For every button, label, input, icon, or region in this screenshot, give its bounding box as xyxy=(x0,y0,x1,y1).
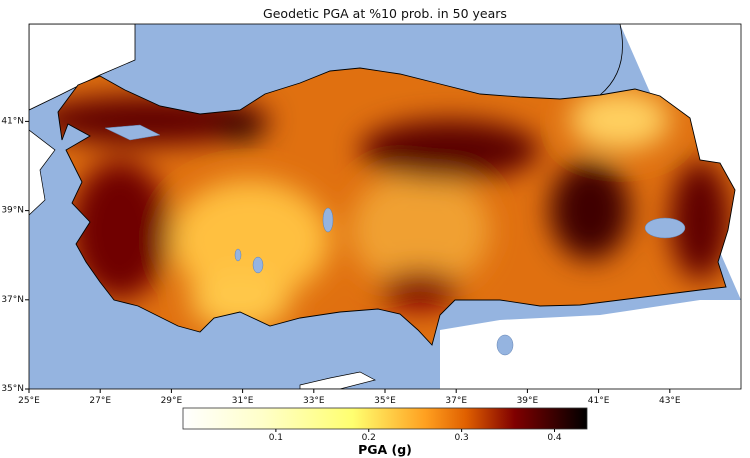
map-title: Geodetic PGA at %10 prob. in 50 years xyxy=(263,6,507,21)
land-greece xyxy=(29,129,56,216)
lake-van xyxy=(644,217,686,239)
longitude-tick-label: 27°E xyxy=(89,396,111,406)
longitude-tick-label: 41°E xyxy=(588,396,610,406)
longitude-tick-label: 29°E xyxy=(161,396,183,406)
colorbar-tick-label: 0.2 xyxy=(362,433,376,443)
lakes xyxy=(104,124,686,356)
sea-of-marmara xyxy=(104,124,161,141)
longitude-tick-label: 39°E xyxy=(517,396,539,406)
longitude-ticks: 25°E 27°E 29°E 31°E 33°E 35°E 37°E 39°E 41°E 43°E xyxy=(18,389,681,406)
colorbar-tick-label: 0.1 xyxy=(269,433,283,443)
longitude-tick-label: 25°E xyxy=(18,396,40,406)
lake-tuz xyxy=(322,207,334,233)
colorbar-tick-label: 0.4 xyxy=(547,433,562,443)
cyprus xyxy=(299,371,376,389)
longitude-tick-label: 43°E xyxy=(659,396,681,406)
longitude-tick-label: 35°E xyxy=(374,396,396,406)
latitude-ticks: 35°N 37°N 39°N 41°N xyxy=(1,116,29,394)
colorbar-tick-label: 0.3 xyxy=(454,433,468,443)
latitude-tick-label: 37°N xyxy=(1,295,24,305)
longitude-tick-label: 33°E xyxy=(303,396,325,406)
colorbar-ticks: 0.1 0.2 0.3 0.4 xyxy=(269,429,562,443)
colorbar xyxy=(182,407,588,430)
longitude-tick-label: 37°E xyxy=(445,396,467,406)
latitude-tick-label: 41°N xyxy=(1,116,24,126)
lake-egirdir xyxy=(234,248,242,262)
land-balkans xyxy=(29,24,136,111)
map-area xyxy=(29,24,741,389)
latitude-tick-label: 35°N xyxy=(1,384,24,394)
lake-assad xyxy=(496,334,514,356)
colorbar-label: PGA (g) xyxy=(358,442,412,457)
coastline-georgia xyxy=(599,24,623,96)
longitude-tick-label: 31°E xyxy=(232,396,254,406)
lake-beysehir xyxy=(252,256,264,274)
latitude-tick-label: 39°N xyxy=(1,206,24,216)
